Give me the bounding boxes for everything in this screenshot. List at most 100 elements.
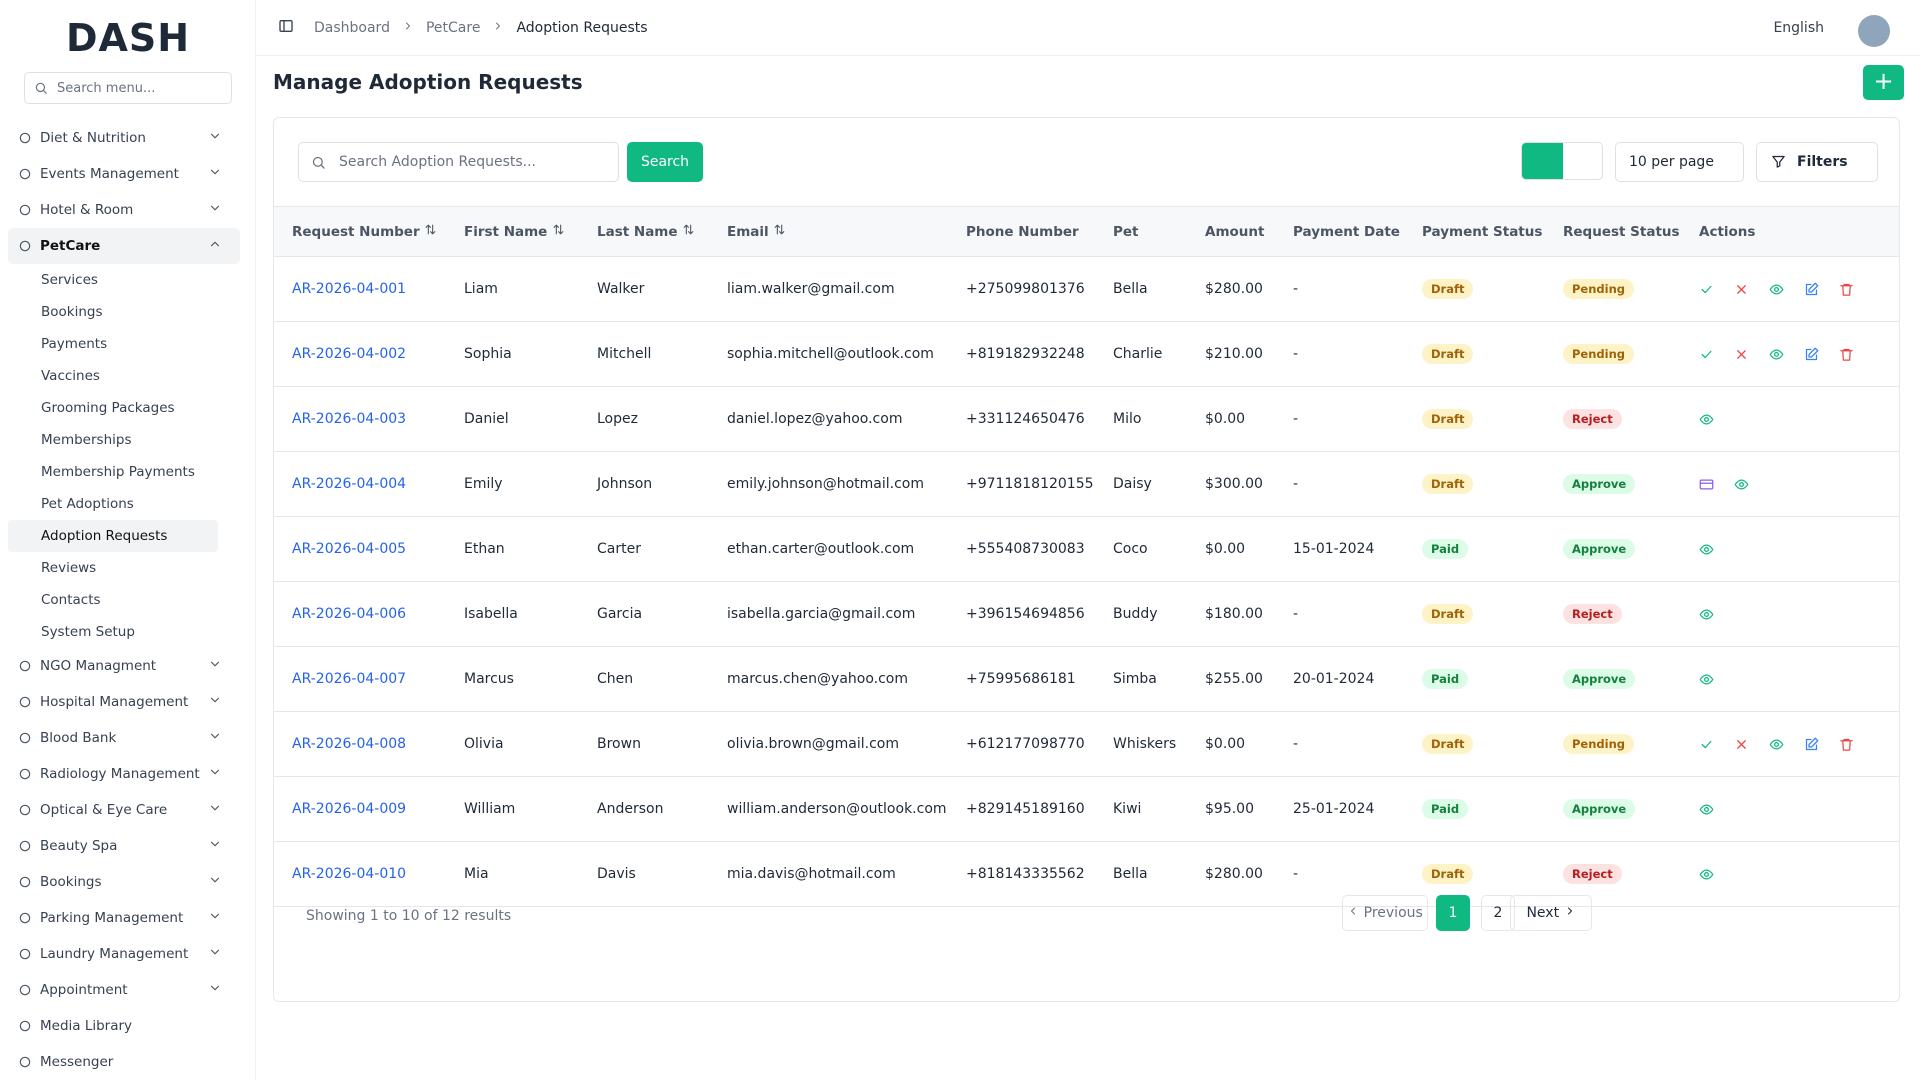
submenu-item[interactable]: Services xyxy=(41,272,98,288)
cell: Daisy xyxy=(1113,451,1205,517)
menu-item[interactable]: Blood Bank xyxy=(8,720,240,756)
request-link[interactable]: AR-2026-04-009 xyxy=(292,801,407,817)
action-card[interactable] xyxy=(1699,476,1734,492)
action-eye[interactable] xyxy=(1769,346,1804,362)
cell-text: $0.00 xyxy=(1205,411,1246,427)
submenu-item[interactable]: Adoption Requests xyxy=(8,520,218,552)
icon xyxy=(210,133,220,139)
request-link[interactable]: AR-2026-04-003 xyxy=(292,411,407,427)
search-button[interactable]: Search xyxy=(627,142,703,182)
submenu-item[interactable]: Contacts xyxy=(41,592,101,608)
action-ok[interactable] xyxy=(1699,281,1734,297)
action-eye[interactable] xyxy=(1699,411,1734,427)
actions xyxy=(1699,581,1899,647)
action-edit[interactable] xyxy=(1804,736,1839,752)
submenu-item[interactable]: Pet Adoptions xyxy=(41,496,134,512)
previous-button[interactable]: Previous xyxy=(1342,895,1428,931)
action-eye[interactable] xyxy=(1699,606,1734,622)
list-view[interactable] xyxy=(1522,143,1563,179)
icon xyxy=(19,768,31,780)
filters[interactable]: Filters xyxy=(1756,142,1878,182)
action-x[interactable] xyxy=(1734,346,1769,362)
action-eye[interactable] xyxy=(1699,671,1734,687)
menu-item[interactable]: Radiology Management xyxy=(8,756,240,792)
menu-item[interactable]: Laundry Management xyxy=(8,936,240,972)
action-del[interactable] xyxy=(1839,281,1874,297)
action-del[interactable] xyxy=(1839,346,1874,362)
menu-item[interactable]: Parking Management xyxy=(8,900,240,936)
action-eye[interactable] xyxy=(1699,866,1734,882)
status-badge: Reject xyxy=(1563,864,1622,884)
menu-item[interactable]: Hotel & Room xyxy=(8,192,240,228)
request-link[interactable]: AR-2026-04-005 xyxy=(292,541,407,557)
avatar[interactable] xyxy=(1858,15,1890,47)
action-ok[interactable] xyxy=(1699,346,1734,362)
page-button[interactable]: 1 xyxy=(1436,895,1470,931)
cell-text: Davis xyxy=(597,866,636,882)
column-header[interactable]: Last Name xyxy=(597,206,727,257)
language-select[interactable]: English xyxy=(1773,20,1824,36)
logo[interactable]: DASH xyxy=(65,16,191,60)
menu-item[interactable]: Hospital Management xyxy=(8,684,240,720)
menu-item[interactable]: Media Library xyxy=(8,1008,240,1044)
action-del[interactable] xyxy=(1839,736,1874,752)
cell-text: Walker xyxy=(597,281,645,297)
column-header[interactable]: Request Number xyxy=(274,206,464,257)
submenu-item[interactable]: Vaccines xyxy=(41,368,100,384)
request-link[interactable]: AR-2026-04-006 xyxy=(292,606,407,622)
action-edit[interactable] xyxy=(1804,281,1839,297)
table: Request Number First Name Last Name Emai… xyxy=(274,206,1899,907)
page-button[interactable]: 2 xyxy=(1481,895,1515,931)
request-link[interactable]: AR-2026-04-010 xyxy=(292,866,407,882)
request-link[interactable]: AR-2026-04-007 xyxy=(292,671,407,687)
request-link[interactable]: AR-2026-04-004 xyxy=(292,476,407,492)
cell-text: Simba xyxy=(1113,671,1157,687)
request-link[interactable]: AR-2026-04-001 xyxy=(292,281,407,297)
action-x[interactable] xyxy=(1734,281,1769,297)
per-page[interactable]: 10 per page xyxy=(1615,142,1744,182)
breadcrumb-item[interactable]: Dashboard xyxy=(314,19,390,36)
request-link[interactable]: AR-2026-04-008 xyxy=(292,736,407,752)
cell: 15-01-2024 xyxy=(1293,516,1422,582)
submenu-item[interactable]: Membership Payments xyxy=(41,464,195,480)
menu-search[interactable]: Search menu... xyxy=(24,72,232,104)
submenu-item[interactable]: Grooming Packages xyxy=(41,400,175,416)
action-eye[interactable] xyxy=(1769,281,1804,297)
cell: $0.00 xyxy=(1205,711,1293,777)
action-eye[interactable] xyxy=(1734,476,1769,492)
menu-item[interactable]: PetCare xyxy=(8,228,240,264)
submenu-item[interactable]: Payments xyxy=(41,336,108,352)
submenu-item[interactable]: Memberships xyxy=(41,432,132,448)
menu-item[interactable]: Bookings xyxy=(8,864,240,900)
icon xyxy=(1699,674,1714,684)
action-eye[interactable] xyxy=(1699,541,1734,557)
next-button[interactable]: Next xyxy=(1510,895,1592,931)
cell: mia.davis@hotmail.com xyxy=(727,841,966,907)
submenu-item[interactable]: Bookings xyxy=(41,304,103,320)
action-x[interactable] xyxy=(1734,736,1769,752)
menu-item[interactable]: Messenger xyxy=(8,1044,240,1080)
action-ok[interactable] xyxy=(1699,736,1734,752)
menu-item[interactable]: NGO Managment xyxy=(8,648,240,684)
status-badge: Draft xyxy=(1422,604,1474,624)
menu-item[interactable]: Diet & Nutrition xyxy=(8,120,240,156)
grid-view[interactable] xyxy=(1563,143,1602,179)
action-eye[interactable] xyxy=(1769,736,1804,752)
menu-item[interactable]: Beauty Spa xyxy=(8,828,240,864)
column-header[interactable]: Email xyxy=(727,206,966,257)
submenu-item[interactable]: System Setup xyxy=(41,624,135,640)
menu-item[interactable]: Appointment xyxy=(8,972,240,1008)
submenu-item[interactable]: Reviews xyxy=(41,560,97,576)
cell: - xyxy=(1293,451,1422,517)
breadcrumb-item[interactable]: PetCare xyxy=(425,19,481,36)
action-eye[interactable] xyxy=(1699,801,1734,817)
request-link[interactable]: AR-2026-04-002 xyxy=(292,346,407,362)
add-button[interactable]: + xyxy=(1863,65,1904,100)
status-badge: Approve xyxy=(1563,539,1636,559)
column-header[interactable]: First Name xyxy=(464,206,597,257)
menu-item[interactable]: Optical & Eye Care xyxy=(8,792,240,828)
action-edit[interactable] xyxy=(1804,346,1839,362)
cell-text: Lopez xyxy=(597,411,638,427)
menu-item[interactable]: Events Management xyxy=(8,156,240,192)
table-search[interactable]: Search Adoption Requests... xyxy=(298,142,619,182)
